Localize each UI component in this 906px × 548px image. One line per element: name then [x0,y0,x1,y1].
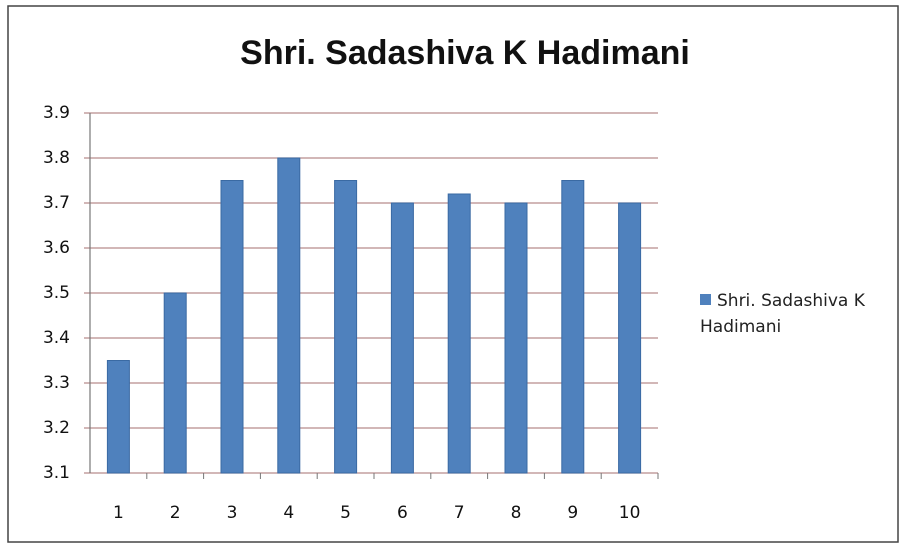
x-tick-label: 10 [619,503,641,523]
x-tick-label: 1 [113,503,124,523]
x-tick-label: 7 [454,503,465,523]
x-tick-label: 4 [283,503,294,523]
y-tick-label: 3.3 [43,373,70,393]
bar [390,202,414,474]
bar [334,180,358,474]
bar [163,292,187,474]
bar [504,202,528,474]
x-tick-label: 9 [567,503,578,523]
y-tick-label: 3.8 [43,148,70,168]
y-tick-label: 3.7 [43,193,70,213]
y-tick-label: 3.6 [43,238,70,258]
x-tick-label: 6 [397,503,408,523]
y-tick-label: 3.4 [43,328,70,348]
bar [447,193,471,474]
legend: Shri. Sadashiva K Hadimani [700,288,900,340]
x-tick-label: 5 [340,503,351,523]
chart-title: Shri. Sadashiva K Hadimani [240,34,690,72]
bar [220,180,244,474]
x-tick-label: 8 [511,503,522,523]
x-tick-label: 3 [227,503,238,523]
bar [106,360,130,474]
y-tick-label: 3.2 [43,418,70,438]
y-tick-label: 3.1 [43,463,70,483]
legend-label: Shri. Sadashiva K Hadimani [700,291,865,337]
x-tick-label: 2 [170,503,181,523]
y-tick-label: 3.9 [43,103,70,123]
bar [618,202,642,474]
legend-key [700,294,711,305]
y-tick-label: 3.5 [43,283,70,303]
bar [277,157,301,474]
bar [561,180,585,474]
